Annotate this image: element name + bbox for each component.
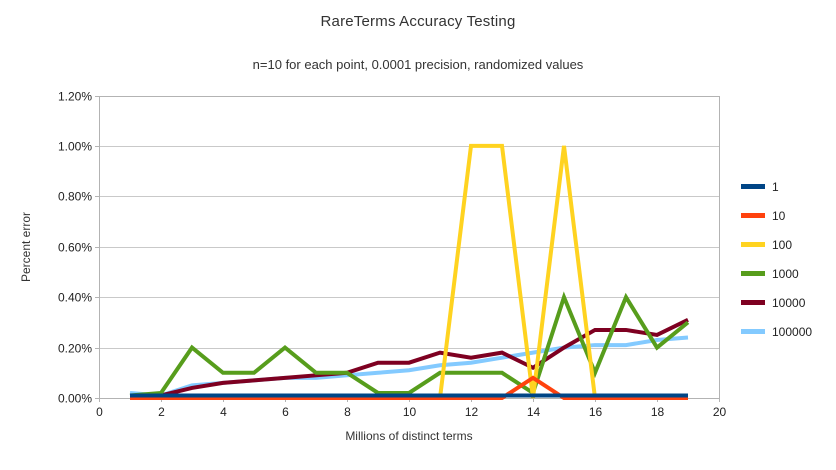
x-tick-label: 12	[465, 405, 479, 419]
y-tick-label: 1.00%	[58, 140, 92, 154]
legend-swatch-icon	[741, 329, 765, 334]
y-tick-label: 0.60%	[58, 241, 92, 255]
legend-label: 100000	[772, 324, 813, 339]
legend-item: 100	[741, 230, 812, 259]
legend-item: 10000	[741, 288, 812, 317]
chart-title: RareTerms Accuracy Testing	[320, 13, 516, 30]
series-line-10	[130, 375, 688, 400]
x-tick-label: 20	[713, 405, 727, 419]
grid-layer	[95, 96, 720, 402]
x-tick-label: 8	[344, 405, 351, 419]
x-tick-label: 14	[527, 405, 541, 419]
x-tick-label: 4	[220, 405, 227, 419]
legend-swatch-icon	[741, 213, 765, 218]
series-layer	[129, 143, 690, 400]
y-tick-label: 0.40%	[58, 291, 92, 305]
x-tick-label: 18	[651, 405, 665, 419]
y-tick-label: 1.20%	[58, 90, 92, 104]
x-tick-label: 0	[96, 405, 103, 419]
legend-label: 100	[772, 237, 793, 252]
x-tick-label: 6	[282, 405, 289, 419]
y-tick-label: 0.00%	[58, 392, 92, 406]
x-tick-label: 16	[589, 405, 603, 419]
x-tick-label: 2	[158, 405, 165, 419]
legend-swatch-icon	[741, 271, 765, 276]
legend-item: 1000	[741, 259, 812, 288]
chart-subtitle: n=10 for each point, 0.0001 precision, r…	[252, 57, 584, 72]
legend-label: 1	[772, 179, 779, 194]
legend-label: 1000	[772, 266, 799, 281]
series-line-10000	[130, 318, 689, 398]
legend-item: 1	[741, 172, 812, 201]
legend-label: 10	[772, 208, 786, 223]
legend-item: 100000	[741, 317, 812, 346]
legend-label: 10000	[772, 295, 806, 310]
legend-item: 10	[741, 201, 812, 230]
series-line-100	[130, 143, 688, 400]
tick-label-layer: 0.00% 0.20% 0.40% 0.60% 0.80% 1.00% 1.20% 0 2 4 6 8…	[58, 90, 727, 420]
x-axis-title: Millions of distinct terms	[345, 429, 472, 443]
legend-swatch-icon	[741, 242, 765, 247]
y-tick-label: 0.80%	[58, 190, 92, 204]
legend: 1 10 100 1000 10000 100000	[741, 172, 812, 346]
y-tick-label: 0.20%	[58, 342, 92, 356]
y-axis-title: Percent error	[19, 212, 33, 282]
series-line-1000	[129, 291, 690, 398]
legend-swatch-icon	[741, 300, 765, 305]
legend-swatch-icon	[741, 184, 765, 189]
x-tick-label: 10	[403, 405, 417, 419]
